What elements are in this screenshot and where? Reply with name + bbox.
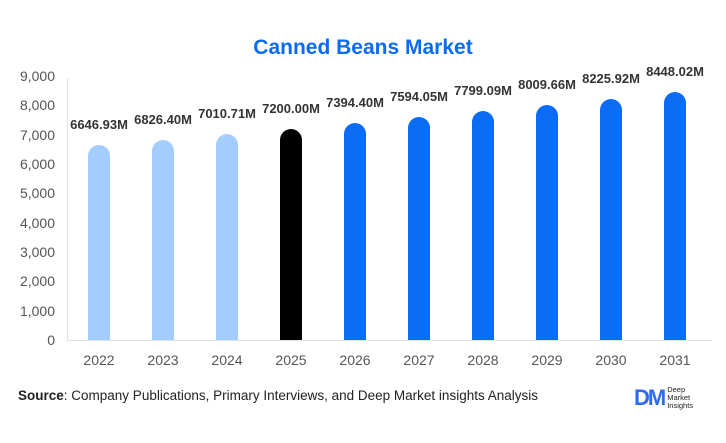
value-label: 7594.05M	[390, 89, 448, 105]
x-tick-label: 2025	[275, 352, 307, 368]
y-tick-label: 3,000	[19, 244, 55, 260]
chart-title: Canned Beans Market	[253, 36, 473, 59]
y-axis-line	[67, 78, 68, 341]
bar-2029	[536, 105, 558, 340]
y-tick-label: 5,000	[19, 185, 55, 202]
y-tick-label: 0	[47, 332, 55, 348]
x-tick-label: 2022	[83, 352, 115, 368]
value-label: 7010.71M	[198, 106, 256, 122]
x-tick-label: 2029	[531, 352, 563, 368]
x-tick-label: 2030	[595, 352, 627, 368]
bar-2023	[152, 139, 174, 340]
source-label: Source	[18, 388, 64, 403]
y-tick-label: 6,000	[19, 156, 55, 172]
value-label: 8009.66M	[518, 77, 576, 93]
source-note: Source: Company Publications, Primary In…	[18, 388, 538, 403]
bar-2022	[88, 145, 110, 340]
value-label: 8448.02M	[646, 64, 704, 80]
x-tick-label: 2027	[403, 352, 435, 368]
bar-2026	[344, 123, 366, 340]
bar-2028	[472, 111, 494, 340]
x-tick-label: 2028	[467, 352, 499, 368]
value-label: 8225.92M	[582, 70, 640, 86]
y-tick-label: 7,000	[19, 126, 55, 143]
bar-2027	[408, 117, 430, 340]
value-label: 6826.40M	[134, 111, 192, 127]
bar-2025	[280, 128, 302, 340]
value-label: 6646.93M	[70, 117, 128, 133]
value-label: 7200.00M	[262, 100, 320, 116]
x-tick-label: 2026	[339, 352, 371, 368]
source-text: : Company Publications, Primary Intervie…	[63, 388, 538, 403]
logo-mark: DM	[634, 385, 666, 410]
x-tick-label: 2031	[659, 352, 691, 368]
y-tick-label: 4,000	[19, 214, 55, 231]
x-tick-label: 2024	[211, 352, 243, 368]
y-tick-label: 1,000	[19, 302, 55, 319]
y-tick-label: 8,000	[19, 97, 55, 114]
company-logo: DM Deep Market Insights	[634, 385, 693, 411]
logo-text: Deep Market Insights	[667, 385, 694, 410]
x-axis-line	[67, 340, 712, 341]
y-tick-label: 9,000	[19, 68, 55, 84]
value-label: 7394.40M	[326, 95, 384, 111]
bar-2031	[664, 92, 686, 340]
bar-2030	[600, 98, 622, 340]
y-tick-label: 2,000	[19, 273, 55, 290]
value-label: 7799.09M	[454, 83, 512, 99]
x-tick-label: 2023	[147, 352, 179, 368]
bar-2024	[216, 134, 238, 340]
